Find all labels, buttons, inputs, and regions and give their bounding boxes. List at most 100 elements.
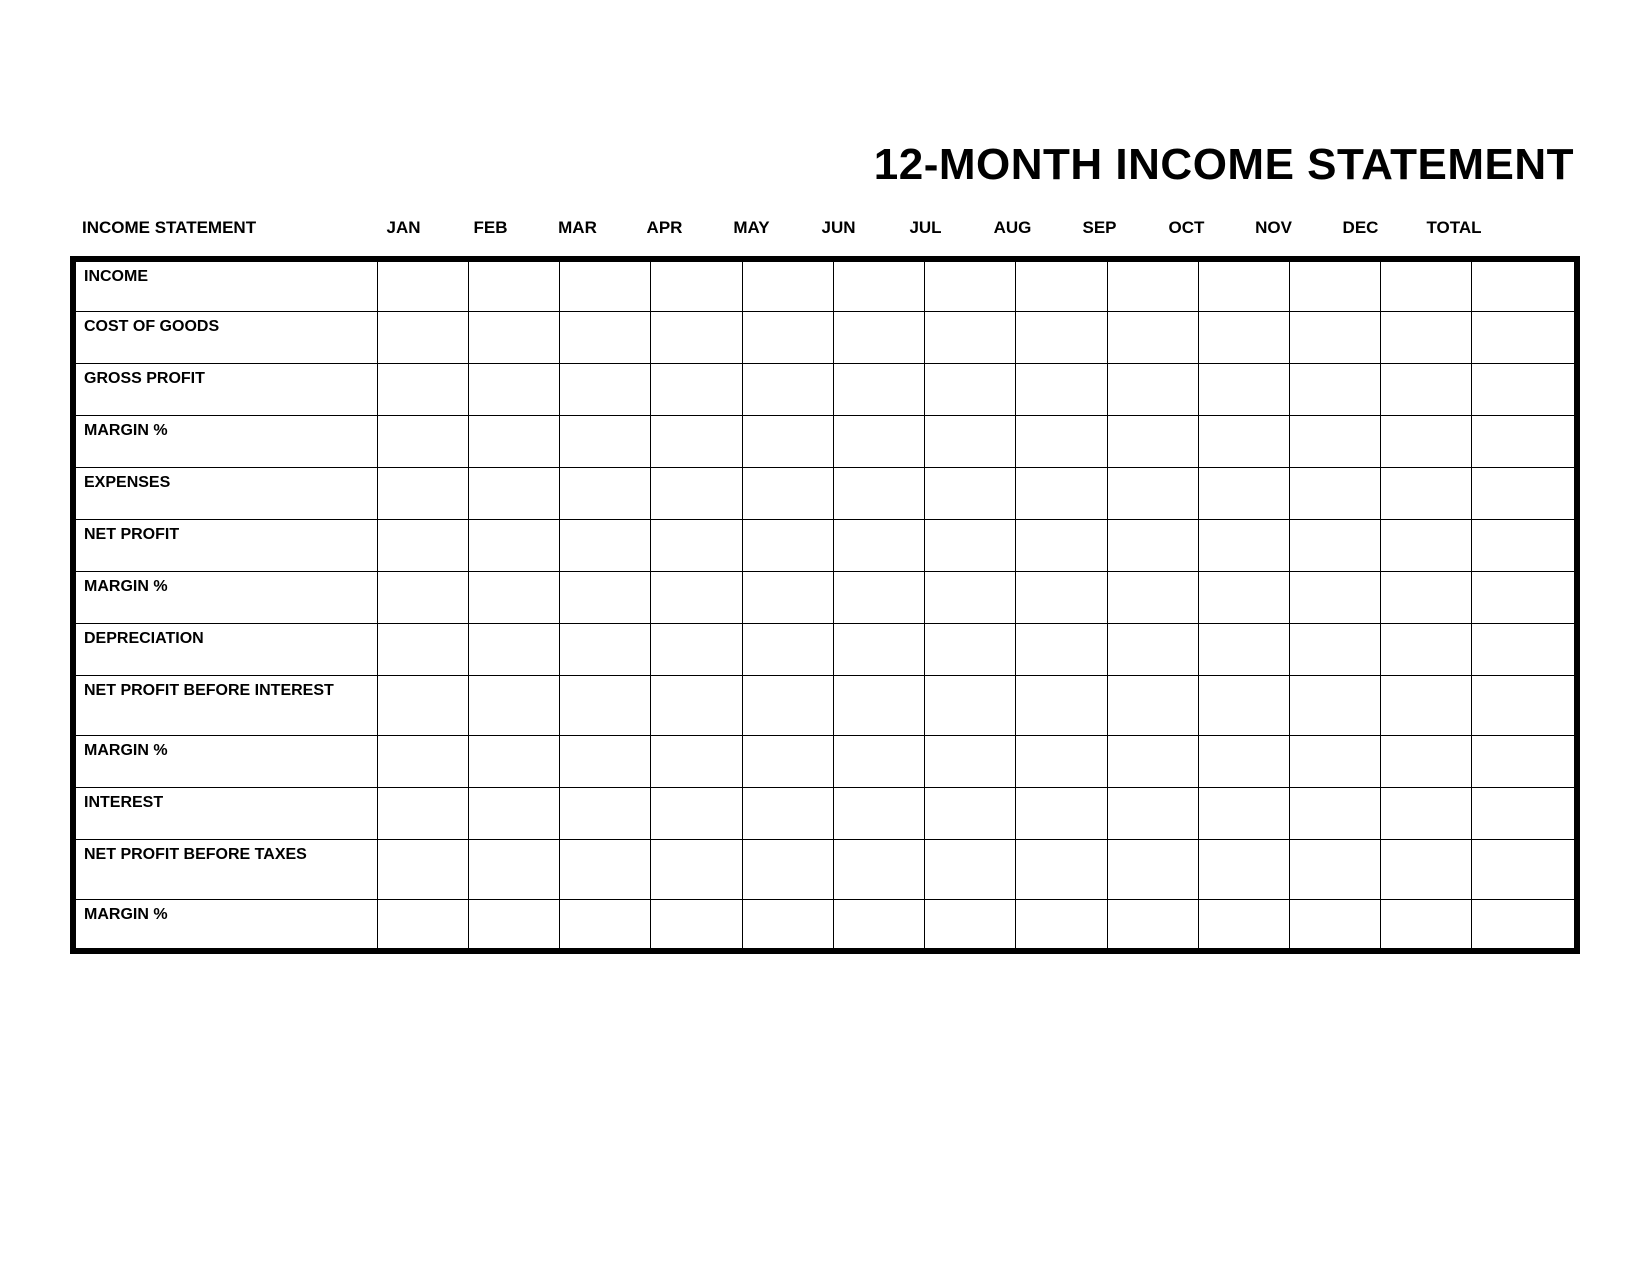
data-cell — [925, 519, 1016, 571]
data-cell — [377, 675, 468, 735]
data-cell — [1107, 623, 1198, 675]
header-month: APR — [621, 218, 708, 238]
data-cell — [1107, 899, 1198, 951]
data-cell — [1107, 735, 1198, 787]
data-cell — [1381, 675, 1472, 735]
data-cell — [651, 467, 742, 519]
data-cell — [1107, 519, 1198, 571]
total-cell — [1472, 467, 1577, 519]
data-cell — [1016, 623, 1107, 675]
data-cell — [468, 571, 559, 623]
data-cell — [1289, 259, 1380, 311]
data-cell — [560, 519, 651, 571]
data-cell — [468, 519, 559, 571]
data-cell — [1198, 675, 1289, 735]
data-cell — [833, 839, 924, 899]
data-cell — [1381, 623, 1472, 675]
data-cell — [651, 519, 742, 571]
data-cell — [1198, 259, 1289, 311]
data-cell — [1289, 415, 1380, 467]
data-cell — [377, 363, 468, 415]
data-cell — [1381, 311, 1472, 363]
data-cell — [833, 519, 924, 571]
table-row: NET PROFIT BEFORE TAXES — [73, 839, 1577, 899]
data-cell — [1289, 571, 1380, 623]
column-header-row: INCOME STATEMENT JAN FEB MAR APR MAY JUN… — [70, 210, 1580, 256]
data-cell — [1198, 787, 1289, 839]
data-cell — [651, 787, 742, 839]
data-cell — [925, 467, 1016, 519]
data-cell — [1107, 675, 1198, 735]
data-cell — [1016, 519, 1107, 571]
header-month: JUL — [882, 218, 969, 238]
data-cell — [560, 259, 651, 311]
data-cell — [1289, 735, 1380, 787]
data-cell — [833, 735, 924, 787]
total-cell — [1472, 839, 1577, 899]
data-cell — [377, 311, 468, 363]
table-row: MARGIN % — [73, 735, 1577, 787]
data-cell — [925, 675, 1016, 735]
total-cell — [1472, 259, 1577, 311]
header-month: MAY — [708, 218, 795, 238]
data-cell — [742, 519, 833, 571]
data-cell — [1198, 899, 1289, 951]
data-cell — [468, 259, 559, 311]
data-cell — [742, 311, 833, 363]
data-cell — [742, 363, 833, 415]
data-cell — [651, 415, 742, 467]
data-cell — [742, 839, 833, 899]
header-total: TOTAL — [1404, 218, 1504, 238]
data-cell — [1107, 363, 1198, 415]
data-cell — [925, 623, 1016, 675]
data-cell — [742, 259, 833, 311]
row-label: INCOME — [73, 259, 377, 311]
header-month: MAR — [534, 218, 621, 238]
row-label: MARGIN % — [73, 735, 377, 787]
data-cell — [925, 571, 1016, 623]
data-cell — [468, 735, 559, 787]
data-cell — [651, 735, 742, 787]
data-cell — [468, 839, 559, 899]
data-cell — [1381, 735, 1472, 787]
data-cell — [468, 675, 559, 735]
data-cell — [1289, 839, 1380, 899]
data-cell — [651, 571, 742, 623]
data-cell — [1016, 363, 1107, 415]
data-cell — [1198, 519, 1289, 571]
data-cell — [468, 363, 559, 415]
header-month: FEB — [447, 218, 534, 238]
data-cell — [1381, 839, 1472, 899]
data-cell — [651, 839, 742, 899]
total-cell — [1472, 623, 1577, 675]
page-title: 12-MONTH INCOME STATEMENT — [70, 140, 1580, 190]
header-month: DEC — [1317, 218, 1404, 238]
data-cell — [1381, 899, 1472, 951]
data-cell — [833, 259, 924, 311]
data-cell — [560, 363, 651, 415]
data-cell — [1016, 735, 1107, 787]
data-cell — [1381, 363, 1472, 415]
data-cell — [377, 899, 468, 951]
row-label: COST OF GOODS — [73, 311, 377, 363]
data-cell — [377, 467, 468, 519]
header-month: JUN — [795, 218, 882, 238]
data-cell — [560, 675, 651, 735]
data-cell — [1016, 259, 1107, 311]
data-cell — [468, 311, 559, 363]
data-cell — [377, 259, 468, 311]
data-cell — [560, 467, 651, 519]
data-cell — [1198, 623, 1289, 675]
data-cell — [560, 623, 651, 675]
table-row: DEPRECIATION — [73, 623, 1577, 675]
data-cell — [742, 675, 833, 735]
data-cell — [651, 623, 742, 675]
data-cell — [1016, 787, 1107, 839]
data-cell — [377, 787, 468, 839]
total-cell — [1472, 571, 1577, 623]
data-cell — [651, 899, 742, 951]
data-cell — [833, 899, 924, 951]
data-cell — [1107, 311, 1198, 363]
data-cell — [1289, 675, 1380, 735]
header-month: OCT — [1143, 218, 1230, 238]
